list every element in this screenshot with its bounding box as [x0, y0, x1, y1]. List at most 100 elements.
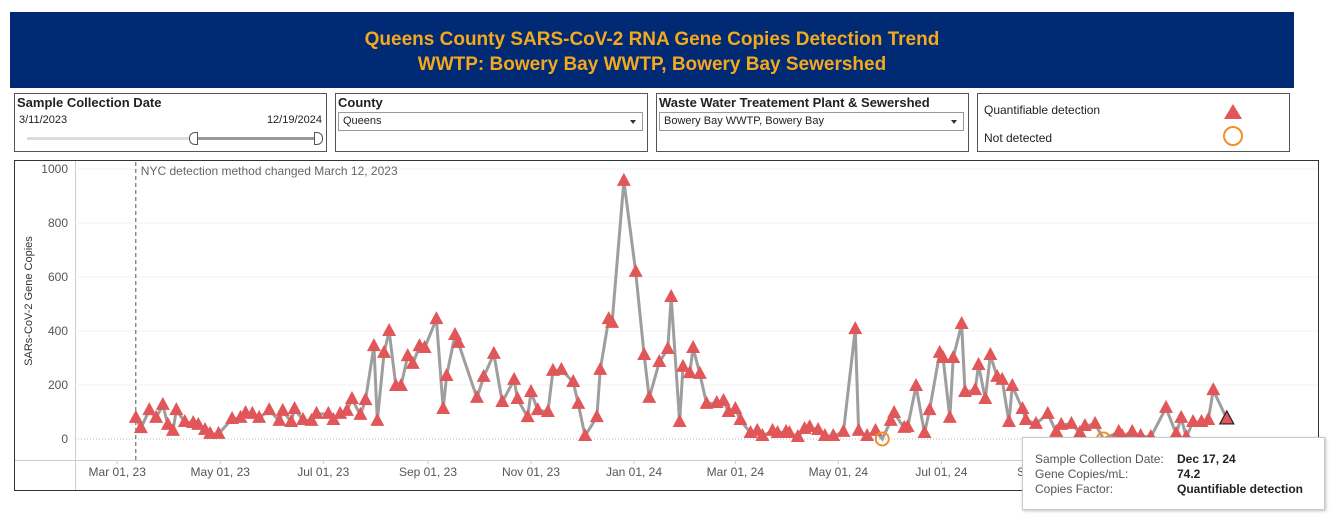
data-point [451, 334, 466, 348]
legend-label: Quantifiable detection [984, 103, 1101, 117]
data-point [1201, 412, 1216, 426]
x-tick-label: Jul 01, 24 [915, 465, 967, 479]
data-point [983, 346, 998, 360]
date-filter[interactable]: Sample Collection Date 3/11/2023 12/19/2… [14, 93, 327, 152]
legend-symbols [1223, 104, 1243, 146]
data-point [782, 425, 797, 439]
data-point [946, 349, 961, 363]
data-point [790, 429, 805, 443]
plant-filter: Waste Water Treatement Plant & Sewershed… [656, 93, 969, 152]
data-point [660, 341, 675, 355]
end-date: 12/19/2024 [266, 114, 322, 126]
data-point [922, 402, 937, 416]
tooltip-value: 74.2 [1177, 467, 1201, 481]
data-point [699, 395, 714, 409]
data-point [523, 383, 538, 397]
tooltip-value: Quantifiable detection [1177, 482, 1304, 496]
y-axis-title: SARs-CoV-2 Gene Copies [23, 236, 35, 366]
header: Queens County SARS-CoV-2 RNA Gene Copies… [10, 12, 1294, 88]
data-point [664, 288, 679, 302]
data-point [155, 396, 170, 410]
y-tick-label: 1000 [41, 162, 68, 176]
data-point [370, 412, 385, 426]
data-point [1125, 423, 1140, 437]
data-point [686, 339, 701, 353]
x-tick-label: Jul 01, 23 [297, 465, 349, 479]
data-point [942, 409, 957, 423]
x-tick-label: May 01, 24 [809, 465, 869, 479]
data-point [887, 405, 902, 419]
data-point [429, 311, 444, 325]
data-point [272, 412, 287, 426]
data-point [353, 406, 368, 420]
data-point [262, 402, 277, 416]
data-point [1040, 405, 1055, 419]
data-point [593, 361, 608, 375]
data-point [909, 378, 924, 392]
annotation-text: NYC detection method changed March 12, 2… [141, 164, 398, 178]
data-point [530, 402, 545, 416]
data-point [848, 321, 863, 335]
slider-range [193, 137, 321, 140]
data-point [675, 358, 690, 372]
data-point [637, 346, 652, 360]
data-point [883, 412, 898, 426]
slider-track [27, 137, 321, 140]
data-point [716, 392, 731, 406]
data-point [917, 425, 932, 439]
y-tick-label: 800 [48, 216, 68, 230]
data-point [728, 400, 743, 414]
x-tick-label: Jan 01, 24 [606, 465, 662, 479]
legend-swatch [1223, 126, 1243, 146]
data-point [995, 371, 1010, 385]
data-point [495, 393, 510, 407]
data-point [554, 361, 569, 375]
x-tick-label: Nov 01, 23 [502, 465, 560, 479]
data-point [1015, 400, 1030, 414]
tooltip-label: Copies Factor: [1035, 482, 1114, 496]
subtitle: WWTP: Bowery Bay WWTP, Bowery Bay Sewers… [417, 54, 887, 75]
data-point [284, 413, 299, 427]
data-point [605, 314, 620, 328]
y-tick-label: 200 [48, 378, 68, 392]
data-point [1169, 425, 1184, 439]
data-point [1077, 417, 1092, 431]
slider-handle-end[interactable] [314, 132, 323, 145]
data-point [540, 403, 555, 417]
data-point [309, 405, 324, 419]
data-point [142, 402, 157, 416]
county-dropdown[interactable]: Queens [338, 112, 643, 131]
data-point [344, 390, 359, 404]
data-point [1218, 409, 1235, 425]
data-point [1206, 382, 1221, 396]
data-point [968, 382, 983, 396]
data-point [836, 423, 851, 437]
data-point [339, 402, 354, 416]
data-point [393, 378, 408, 392]
data-point [811, 422, 826, 436]
data-point [252, 409, 267, 423]
data-point [642, 389, 657, 403]
y-tick-label: 400 [48, 324, 68, 338]
data-point [616, 172, 631, 186]
data-point [287, 400, 302, 414]
slider-handle-start[interactable] [189, 132, 198, 145]
y-tick-label: 0 [61, 432, 68, 446]
plant-dropdown[interactable]: Bowery Bay WWTP, Bowery Bay [659, 112, 964, 131]
data-point [1054, 416, 1069, 430]
data-point [191, 416, 206, 430]
data-point [826, 427, 841, 441]
data-point [476, 368, 491, 382]
data-point [417, 339, 432, 353]
data-point [936, 349, 951, 363]
filter-label: Waste Water Treatement Plant & Sewershed [659, 95, 930, 110]
data-point [295, 412, 310, 426]
data-point [439, 368, 454, 382]
data-point [682, 365, 697, 379]
data-point [304, 412, 319, 426]
data-point [1174, 409, 1189, 423]
filter-label: Sample Collection Date [17, 95, 162, 110]
data-point [1049, 423, 1064, 437]
county-filter: County Queens [335, 93, 648, 152]
